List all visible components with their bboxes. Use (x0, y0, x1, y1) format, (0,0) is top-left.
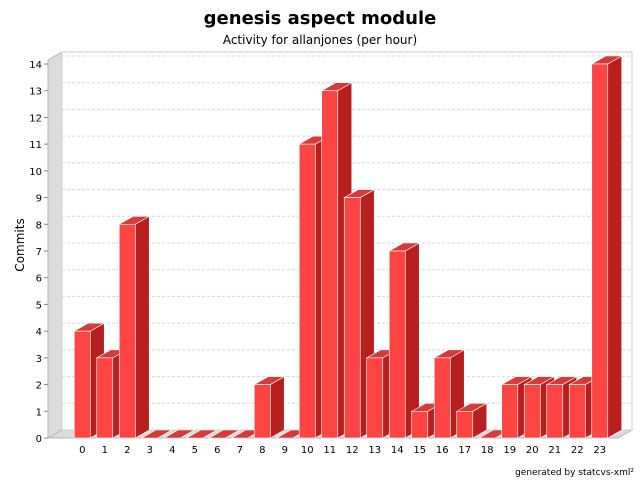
y-tick-label: 0 (36, 434, 42, 445)
x-tick-label: 15 (413, 445, 426, 456)
x-tick-label: 0 (79, 445, 85, 456)
y-tick-label: 10 (29, 167, 42, 178)
bar-front (298, 143, 316, 439)
x-tick-label: 10 (301, 445, 314, 456)
y-tick-label: 7 (36, 247, 42, 258)
bar-front (501, 384, 519, 439)
x-tick-label: 19 (503, 445, 516, 456)
left-wall (47, 51, 63, 439)
y-tick-label: 3 (36, 354, 42, 365)
chart-subtitle: Activity for allanjones (per hour) (223, 33, 417, 47)
bar (185, 429, 218, 439)
x-tick-label: 22 (571, 445, 584, 456)
bar (118, 215, 151, 439)
x-ticks: 0 1 2 3 4 5 6 7 8 9 10 11 12 13 14 15 16 17 18 19 20 21 22 23 (79, 445, 606, 456)
bar (163, 429, 196, 439)
bar-side (134, 215, 150, 439)
y-tick-label: 13 (29, 87, 42, 98)
bar (208, 429, 241, 439)
x-tick-label: 14 (391, 445, 404, 456)
y-tick-label: 5 (36, 300, 42, 311)
bar-side (269, 376, 285, 439)
bar (590, 55, 623, 439)
y-tick-label: 14 (29, 60, 42, 71)
bar-front (73, 330, 91, 439)
bar-side (607, 55, 623, 439)
bar-top (185, 429, 218, 439)
x-tick-label: 21 (548, 445, 561, 456)
y-tick-label: 12 (29, 113, 42, 124)
x-tick-label: 8 (259, 445, 265, 456)
bar-front (433, 357, 451, 439)
bar (253, 376, 286, 439)
x-tick-label: 9 (282, 445, 288, 456)
x-tick-label: 17 (458, 445, 471, 456)
bar-top (208, 429, 241, 439)
bar-front (523, 384, 541, 439)
y-tick-label: 6 (36, 274, 42, 285)
x-tick-label: 6 (214, 445, 220, 456)
bar-front (388, 250, 406, 439)
x-tick-label: 11 (323, 445, 336, 456)
bar-front (366, 357, 384, 439)
x-tick-label: 12 (346, 445, 359, 456)
footer-credit: generated by statcvs-xml² (515, 468, 634, 478)
bars (73, 55, 623, 439)
bar (455, 402, 488, 439)
y-tick-label: 1 (36, 407, 42, 418)
x-tick-label: 16 (436, 445, 449, 456)
bar-front (321, 90, 339, 439)
bar-front (591, 63, 609, 439)
bar (140, 429, 173, 439)
y-tick-label: 2 (36, 381, 42, 392)
bar (433, 349, 466, 439)
x-tick-label: 20 (526, 445, 539, 456)
x-tick-label: 4 (169, 445, 175, 456)
x-tick-label: 2 (124, 445, 130, 456)
bar-front (253, 384, 271, 439)
y-tick-label: 9 (36, 194, 42, 205)
x-tick-label: 3 (147, 445, 153, 456)
x-tick-label: 23 (593, 445, 606, 456)
bar-front (568, 384, 586, 439)
y-tick-label: 8 (36, 220, 42, 231)
x-tick-label: 1 (102, 445, 108, 456)
bar-front (411, 410, 429, 439)
bar-top (140, 429, 173, 439)
x-tick-label: 5 (192, 445, 198, 456)
x-tick-label: 18 (481, 445, 494, 456)
x-tick-label: 7 (237, 445, 243, 456)
y-tick-label: 11 (29, 140, 42, 151)
bar-front (96, 357, 114, 439)
bar (388, 242, 421, 439)
y-axis-label: Commits (13, 218, 27, 271)
bar-front (343, 197, 361, 439)
bar-top (163, 429, 196, 439)
bar-front (456, 410, 474, 439)
y-tick-label: 4 (36, 327, 42, 338)
bar-front (546, 384, 564, 439)
bar-front (118, 223, 136, 439)
x-tick-label: 13 (368, 445, 381, 456)
chart-title: genesis aspect module (204, 8, 437, 29)
